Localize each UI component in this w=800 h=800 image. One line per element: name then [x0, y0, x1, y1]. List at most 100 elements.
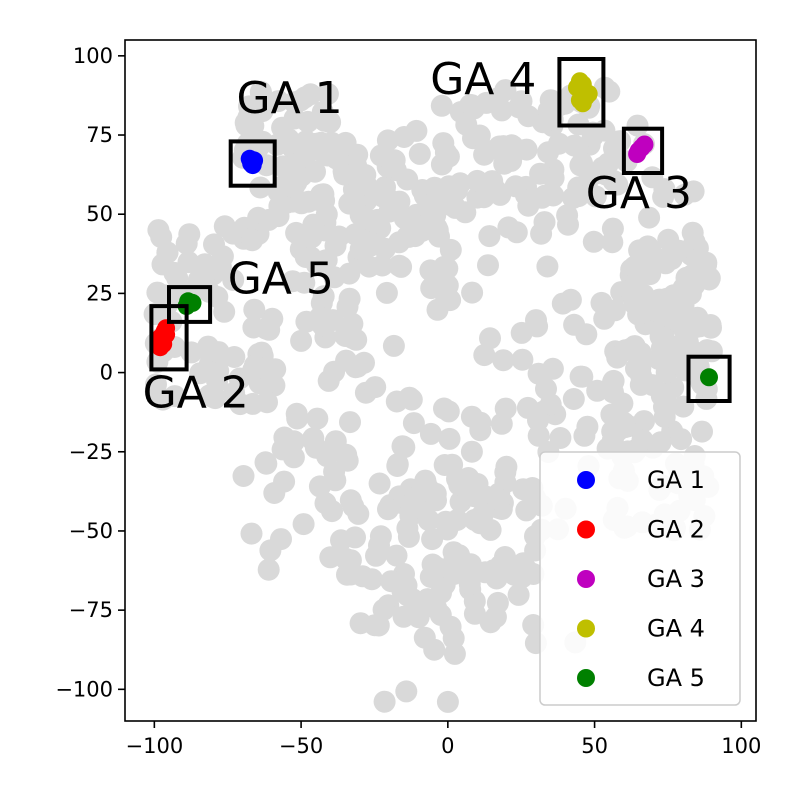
background-point — [391, 435, 414, 458]
background-point — [333, 163, 356, 186]
background-point — [482, 559, 505, 582]
background-point — [649, 431, 672, 454]
background-point — [670, 428, 693, 451]
background-point — [334, 325, 357, 347]
background-point — [493, 152, 516, 175]
background-point — [375, 281, 398, 304]
legend-label: GA 4 — [647, 615, 705, 643]
background-point — [330, 529, 352, 552]
series-point-ga-4 — [573, 75, 592, 94]
background-point — [311, 101, 334, 123]
background-point — [243, 354, 266, 377]
background-point — [430, 153, 453, 176]
background-point — [371, 254, 394, 277]
legend-label: GA 2 — [647, 516, 705, 544]
background-point — [652, 185, 675, 208]
background-point — [377, 498, 399, 521]
background-point — [394, 579, 417, 602]
plot-frame — [124, 39, 757, 722]
background-point — [378, 200, 401, 223]
background-point — [443, 562, 465, 585]
background-point — [691, 420, 713, 443]
background-point — [573, 424, 596, 447]
background-point — [449, 172, 472, 195]
background-point — [313, 143, 336, 166]
background-point — [655, 361, 678, 384]
highlight-boxes — [149, 57, 732, 404]
background-point — [674, 359, 697, 382]
background-point — [521, 477, 544, 499]
background-point — [273, 470, 296, 493]
background-point — [287, 165, 310, 188]
background-point — [302, 427, 325, 450]
background-point — [247, 206, 270, 229]
background-point — [312, 285, 335, 308]
background-point — [479, 518, 502, 541]
highlight-box — [621, 126, 665, 175]
background-point — [203, 233, 225, 256]
legend-marker — [577, 669, 595, 687]
series-point-ga-3 — [628, 145, 647, 163]
x-tick-label: 100 — [721, 734, 761, 758]
background-point — [494, 471, 517, 494]
background-point — [405, 119, 428, 142]
background-point — [368, 472, 391, 495]
background-point — [344, 223, 367, 246]
background-point — [382, 334, 405, 357]
background-point — [478, 225, 501, 248]
background-point — [557, 213, 579, 236]
background-point — [258, 318, 281, 341]
background-point — [324, 430, 347, 453]
background-point — [446, 509, 469, 531]
background-point — [425, 597, 448, 620]
background-point — [602, 169, 625, 192]
legend-marker — [577, 570, 595, 588]
legend-box — [539, 451, 741, 706]
background-point — [404, 496, 427, 519]
background-point — [537, 141, 560, 164]
background-point — [486, 591, 509, 614]
background-point — [257, 558, 280, 581]
background-point — [567, 185, 590, 208]
background-point — [392, 605, 415, 628]
background-point — [536, 255, 559, 278]
background-point — [285, 402, 308, 425]
background-point — [364, 376, 387, 399]
background-point — [515, 138, 538, 161]
background-point — [494, 397, 517, 420]
background-point — [559, 288, 582, 311]
y-axis: −100 −75 −50 −25 0 25 50 75 100 — [55, 44, 125, 701]
background-point — [601, 428, 624, 451]
background-point — [386, 455, 409, 477]
background-point — [426, 298, 449, 321]
x-tick-label: 0 — [441, 734, 454, 758]
y-tick-label: −100 — [55, 677, 113, 701]
background-point — [431, 184, 454, 207]
background-point — [197, 335, 220, 358]
background-point — [156, 241, 179, 264]
background-point — [511, 348, 534, 371]
highlight-box — [167, 285, 213, 324]
background-point — [166, 267, 189, 290]
background-point — [443, 642, 466, 665]
background-point — [308, 475, 331, 498]
background-point — [404, 214, 427, 237]
background-points — [143, 76, 723, 713]
background-point — [473, 143, 496, 166]
background-point — [178, 223, 201, 246]
background-point — [511, 566, 533, 589]
background-point — [402, 412, 425, 435]
y-tick-label: −50 — [69, 519, 113, 543]
highlight-box — [228, 139, 277, 188]
background-point — [466, 169, 489, 192]
background-point — [436, 690, 459, 713]
background-point — [623, 255, 646, 278]
annotation-label: GA 4 — [430, 54, 536, 105]
legend-label: GA 5 — [647, 664, 705, 692]
background-point — [472, 502, 495, 525]
x-tick-label: 50 — [581, 734, 608, 758]
series-points — [151, 72, 718, 387]
y-tick-label: −75 — [69, 598, 113, 622]
legend-marker — [577, 520, 595, 539]
series-point-ga-1 — [243, 156, 262, 175]
